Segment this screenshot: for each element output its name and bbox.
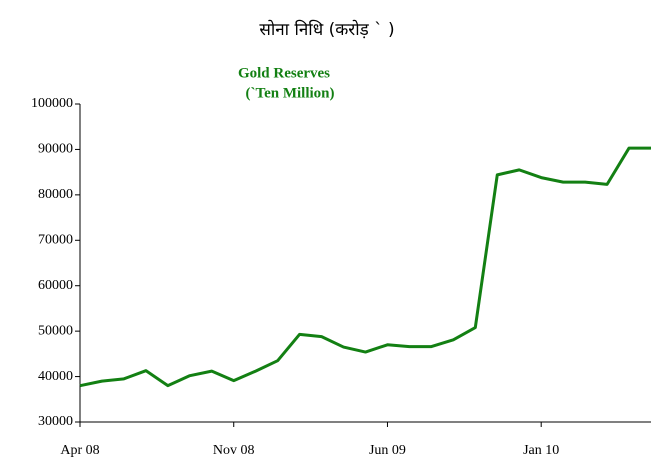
data-line	[79, 146, 651, 388]
y-tick-label: 30000	[38, 414, 73, 429]
y-tick-label: 90000	[38, 142, 73, 157]
x-tick-label: Jun 09	[369, 443, 406, 458]
x-tick-label: Nov 08	[213, 443, 255, 458]
x-tick-label: Jan 10	[523, 443, 559, 458]
x-tick-label: Apr 08	[60, 443, 99, 458]
y-tick-label: 50000	[38, 323, 73, 338]
axis-label: (`Ten Million)	[245, 85, 334, 101]
y-tick-label: 40000	[38, 369, 73, 384]
chart-subtitle: Gold Reserves	[238, 65, 330, 81]
y-tick-label: 70000	[38, 233, 73, 248]
y-tick-label: 100000	[31, 96, 73, 111]
y-tick-label: 60000	[38, 278, 73, 293]
y-tick-label: 80000	[38, 187, 73, 202]
chart-title: सोना निधि (करोड़ ` )	[259, 19, 394, 40]
